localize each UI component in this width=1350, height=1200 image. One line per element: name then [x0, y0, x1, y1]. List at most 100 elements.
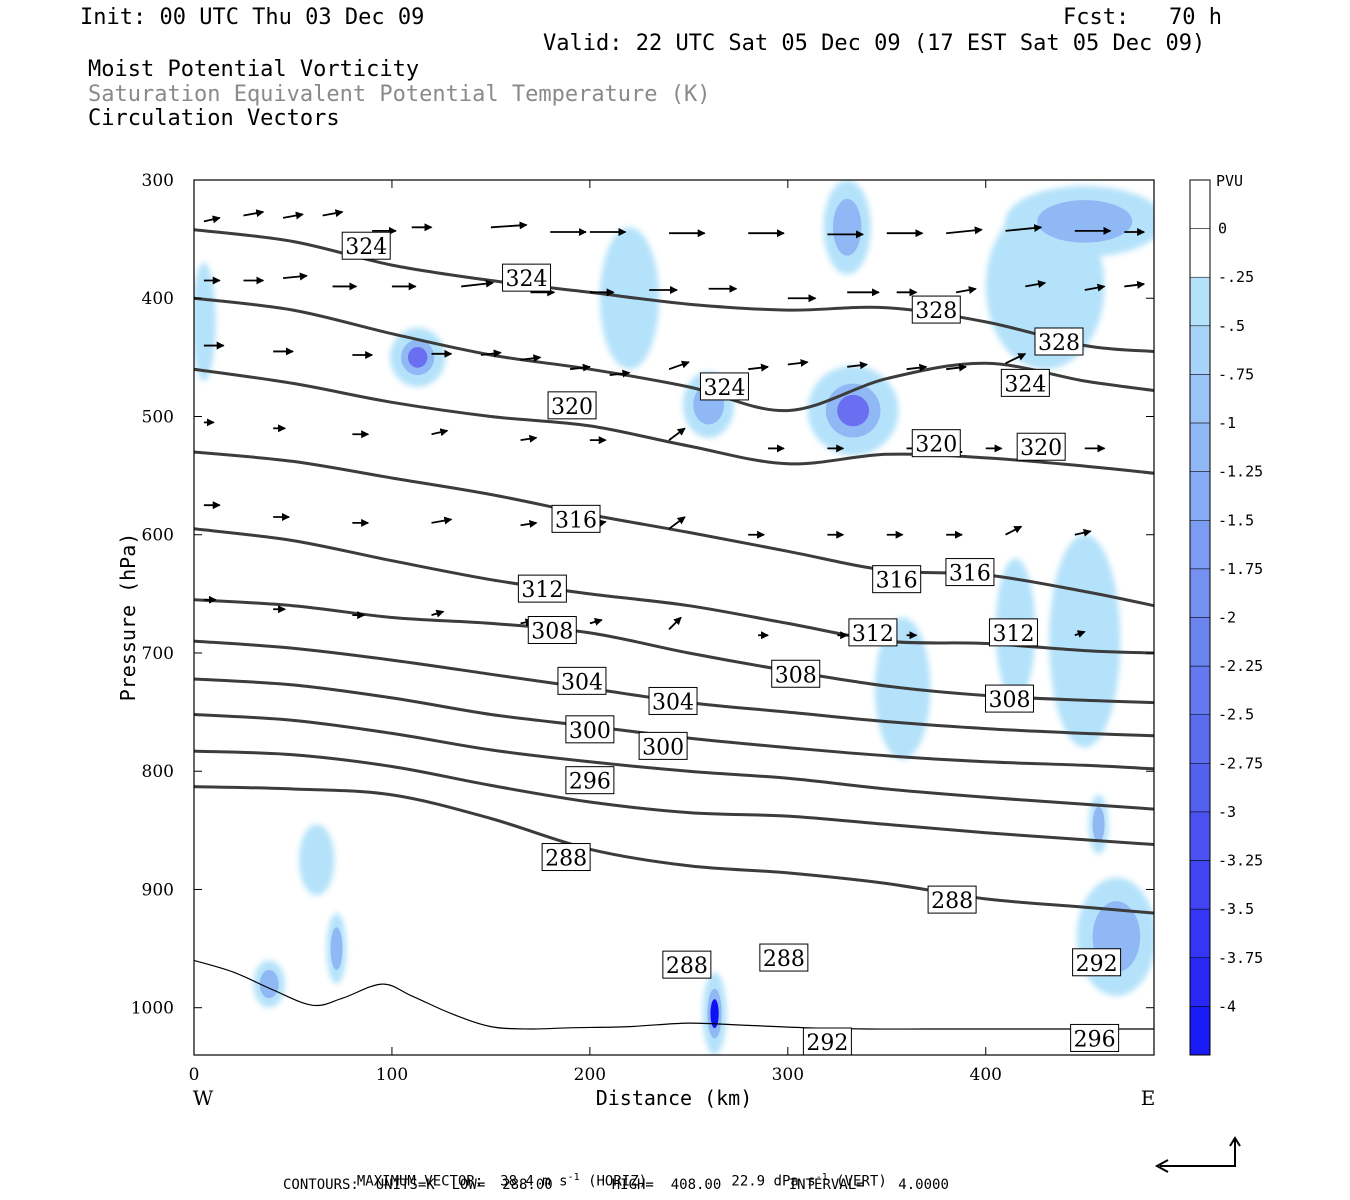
circulation-vector: [431, 428, 449, 437]
colorbar-swatch: [1189, 228, 1211, 278]
contour-label-text: 288: [666, 954, 708, 979]
pv-region-mid: [330, 927, 343, 970]
circulation-vector: [668, 427, 686, 441]
contour-label-box: [872, 565, 922, 594]
colorbar-label: -3: [1218, 803, 1236, 821]
contour-label: 292: [802, 1027, 852, 1056]
contour-label-text: 304: [652, 690, 694, 715]
circulation-vector: [520, 354, 542, 363]
contour-324: [194, 296, 1154, 413]
pv-region-5: [1005, 185, 1154, 257]
y-tick-label: 800: [142, 762, 174, 782]
contour-label-text: 312: [521, 578, 563, 603]
contour-label-text: 316: [876, 569, 918, 594]
pv-region-outer: [298, 824, 335, 896]
contour-label: 324: [341, 231, 391, 260]
pv-region-mid: [1092, 806, 1105, 843]
contour-label-box: [802, 1027, 852, 1056]
circulation-vector: [282, 211, 304, 220]
contour-label-box: [551, 504, 601, 533]
contour-label-text: 324: [506, 267, 548, 292]
colorbar-label: -2.75: [1218, 754, 1263, 772]
contour-label: 320: [911, 429, 961, 458]
contour-label-text: 300: [569, 719, 611, 744]
max-vert-value: 22.9 dPa s: [731, 1173, 816, 1190]
x-left-end-label: W: [193, 1086, 214, 1110]
contour-label-text: 296: [1074, 1027, 1116, 1052]
circulation-vector: [589, 618, 603, 626]
contour-label-box: [502, 263, 552, 292]
colorbar-swatch: [1189, 374, 1211, 424]
horiz-unit: (HORIZ): [588, 1173, 648, 1190]
contours-info: CONTOURS: UNITS=K LOW= 288.00 HIGH= 408.…: [283, 1177, 949, 1193]
colorbar-swatch: [1189, 957, 1211, 1007]
x-axis-label: Distance (km): [596, 1086, 753, 1110]
pv-region-core: [710, 999, 719, 1029]
colorbar-label: 0: [1218, 220, 1227, 238]
contour-label-box: [341, 231, 391, 260]
contour-label-box: [927, 885, 977, 914]
contour-label: 320: [1016, 432, 1066, 461]
field-moist-pv: Moist Potential Vorticity: [88, 57, 420, 82]
colorbar-swatch: [1189, 325, 1211, 375]
colorbar-swatch: [1189, 568, 1211, 618]
contour-label: 328: [911, 295, 961, 324]
colorbar-swatch: [1189, 471, 1211, 521]
circulation-vector: [906, 363, 928, 372]
contour-label-box: [759, 943, 809, 972]
circulation-vector: [282, 272, 308, 281]
contour-label: 320: [547, 391, 597, 420]
circulation-vector: [490, 221, 528, 230]
contour-label: 296: [565, 766, 615, 795]
contour-label: 308: [527, 616, 577, 645]
y-tick-label: 500: [142, 407, 174, 427]
colorbar-label: -2.25: [1218, 657, 1263, 675]
contour-label-text: 328: [915, 299, 957, 324]
pv-region-15: [253, 960, 286, 1008]
contour-label: 316: [945, 558, 995, 587]
colorbar-frame: [1189, 179, 1211, 1056]
init-time: Init: 00 UTC Thu 03 Dec 09: [80, 5, 425, 30]
colorbar-swatch: [1189, 276, 1211, 327]
pv-region-6: [194, 262, 216, 381]
pv-region-3: [823, 180, 871, 275]
pv-region-11: [1076, 877, 1154, 996]
colorbar-swatch: [1189, 908, 1211, 959]
circulation-vector: [955, 286, 977, 294]
contour-label-text: 316: [555, 508, 597, 533]
pv-region-mid: [259, 969, 279, 999]
colorbar-label: -1.5: [1218, 511, 1254, 529]
colorbar-swatch: [1189, 422, 1211, 472]
contour-label-text: 304: [561, 670, 603, 695]
y-tick-label: 300: [142, 171, 174, 191]
contour-label-box: [565, 766, 615, 795]
contour-label-text: 312: [852, 622, 894, 647]
contour-label-box: [527, 616, 577, 645]
horiz-unit-exponent: -1: [567, 1172, 580, 1183]
pv-region-13: [298, 824, 335, 896]
pv-shading: [194, 180, 1154, 1055]
contour-label-text: 312: [992, 622, 1034, 647]
contour-label: 300: [565, 715, 615, 744]
field-circulation-vectors: Circulation Vectors: [88, 106, 340, 131]
axes: 300 400 500 600 700 800 900 1000 0 100 200 300 400: [131, 171, 1154, 1085]
contour-label-text: 324: [1004, 372, 1046, 397]
colorbar-label: -1: [1218, 414, 1236, 432]
circulation-vector: [1025, 280, 1047, 289]
contour-labels: 324 324 328 328 324 324 320 320 320 316 312 316 316 3…: [341, 231, 1122, 1056]
circulation-vector: [787, 358, 809, 367]
vert-unit: (VERT): [836, 1173, 887, 1190]
valid-time: Valid: 22 UTC Sat 05 Dec 09 (17 EST Sat …: [543, 31, 1206, 56]
reference-vector-icon: [1154, 1136, 1241, 1173]
contour-label-text: 316: [949, 562, 991, 587]
contour-label-box: [945, 558, 995, 587]
y-tick-label: 400: [142, 289, 174, 309]
contour-label: 300: [638, 731, 688, 760]
x-tick-label: 0: [189, 1065, 200, 1085]
x-tick-label: 300: [772, 1065, 804, 1085]
contour-label-box: [1034, 327, 1084, 356]
circulation-vector: [1074, 528, 1092, 537]
contour-292: [194, 749, 1154, 846]
contour-label-box: [848, 618, 898, 647]
